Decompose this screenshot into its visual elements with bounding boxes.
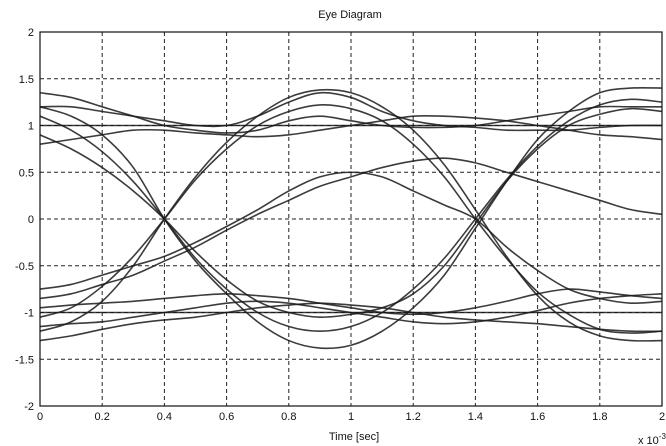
eye-trace-14 (39, 293, 663, 328)
x-tick-label-10: 2 (659, 411, 665, 423)
y-tick-label-6: 1 (28, 121, 34, 133)
eye-trace-7 (39, 88, 663, 342)
plot-frame (39, 31, 663, 407)
x-tick-label-7: 1.4 (468, 411, 483, 423)
eye-trace-12 (39, 288, 663, 316)
x-tick-label-5: 1 (348, 411, 354, 423)
x-axis-multiplier-exponent: -3 (659, 432, 666, 441)
y-tick-label-7: 1.5 (19, 74, 34, 86)
eye-trace-1 (39, 91, 662, 134)
y-tick-label-8: 2 (28, 27, 34, 39)
y-tick-label-3: -0.5 (15, 261, 34, 273)
x-axis-label: Time [sec] (329, 431, 379, 443)
eye-trace-4 (39, 86, 663, 350)
x-tick-labels: 0 0.2 0.4 0.6 0.8 1 1.2 1.4 1.6 1.8 2 (37, 411, 665, 423)
x-tick-label-9: 1.8 (592, 411, 607, 423)
eye-trace-10 (39, 157, 663, 300)
eye-trace-8 (39, 104, 663, 334)
eye-trace-6 (39, 107, 663, 319)
x-tick-label-6: 1.2 (406, 411, 421, 423)
series-group (39, 86, 663, 350)
eye-trace-9 (39, 171, 663, 305)
eye-trace-13 (39, 302, 663, 342)
eye-trace-3 (39, 114, 663, 145)
y-tick-label-5: 0.5 (19, 167, 34, 179)
x-tick-label-0: 0 (37, 411, 43, 423)
y-tick-label-1: -1.5 (15, 354, 34, 366)
x-tick-label-3: 0.6 (219, 411, 234, 423)
x-tick-label-1: 0.2 (95, 411, 110, 423)
x-tick-label-4: 0.8 (281, 411, 296, 423)
eye-trace-5 (39, 98, 663, 333)
y-tick-labels: -2 -1.5 -1 -0.5 0 0.5 1 1.5 2 (15, 27, 34, 413)
x-axis-multiplier: x 10-3 (638, 432, 666, 446)
y-tick-label-0: -2 (24, 401, 34, 413)
x-tick-label-2: 0.4 (157, 411, 172, 423)
y-tick-label-4: 0 (28, 214, 34, 226)
chart-title: Eye Diagram (318, 9, 382, 21)
x-tick-label-8: 1.6 (530, 411, 545, 423)
y-tick-label-2: -1 (24, 308, 34, 320)
x-axis-multiplier-base: x 10 (638, 435, 659, 446)
